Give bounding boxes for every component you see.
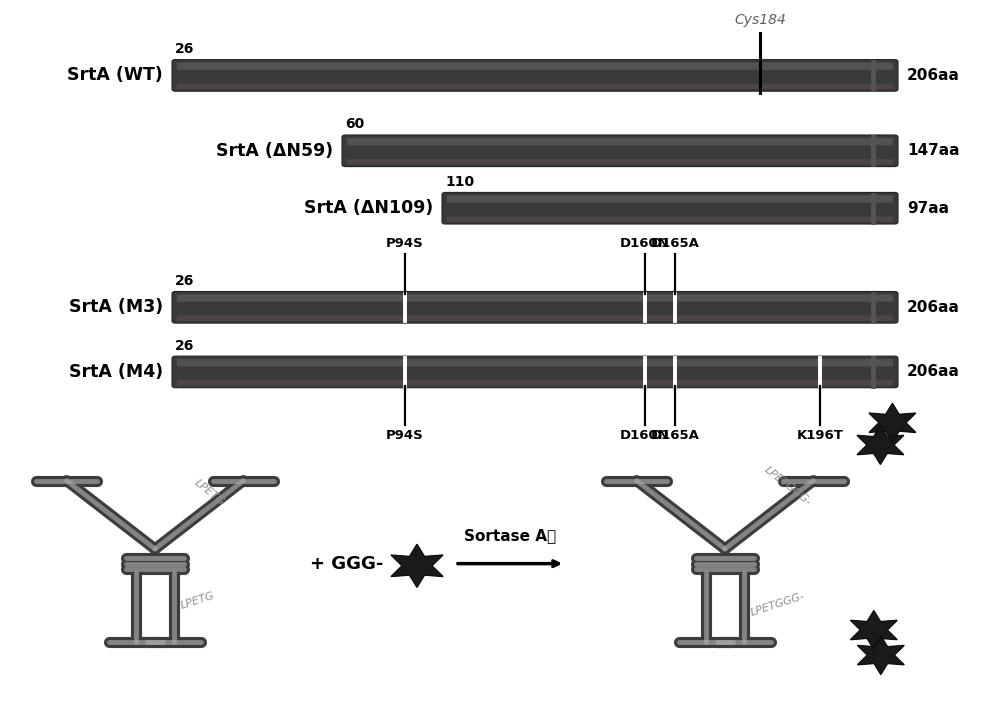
- FancyBboxPatch shape: [177, 380, 893, 386]
- Polygon shape: [857, 635, 904, 674]
- FancyBboxPatch shape: [177, 62, 893, 70]
- FancyBboxPatch shape: [172, 356, 898, 388]
- FancyBboxPatch shape: [172, 60, 898, 91]
- Polygon shape: [850, 610, 897, 649]
- Text: LPETG: LPETG: [179, 590, 216, 611]
- Text: D165A: D165A: [651, 429, 699, 442]
- Text: D160N: D160N: [620, 237, 670, 250]
- Text: SrtA (ΔN109): SrtA (ΔN109): [304, 199, 433, 218]
- Text: 110: 110: [445, 175, 474, 189]
- Text: + GGG-: + GGG-: [310, 554, 383, 573]
- Text: SrtA (ΔN59): SrtA (ΔN59): [216, 141, 333, 160]
- FancyBboxPatch shape: [347, 159, 893, 164]
- Text: 206aa: 206aa: [907, 365, 960, 379]
- Text: SrtA (M4): SrtA (M4): [69, 363, 163, 381]
- Polygon shape: [391, 544, 443, 587]
- Text: D165A: D165A: [651, 237, 699, 250]
- Text: 147aa: 147aa: [907, 144, 960, 158]
- Text: 97aa: 97aa: [907, 201, 949, 215]
- FancyBboxPatch shape: [177, 315, 893, 321]
- Text: 26: 26: [175, 42, 194, 56]
- Text: LPETGGG-: LPETGGG-: [749, 590, 806, 617]
- Polygon shape: [857, 426, 904, 465]
- FancyBboxPatch shape: [177, 294, 893, 302]
- Text: D160N: D160N: [620, 429, 670, 442]
- FancyBboxPatch shape: [342, 135, 898, 167]
- Text: 206aa: 206aa: [907, 68, 960, 83]
- Text: P94S: P94S: [386, 237, 424, 250]
- Text: 206aa: 206aa: [907, 300, 960, 314]
- FancyBboxPatch shape: [442, 192, 898, 224]
- Text: P94S: P94S: [386, 429, 424, 442]
- Text: SrtA (M3): SrtA (M3): [69, 298, 163, 317]
- Text: SrtA (WT): SrtA (WT): [67, 66, 163, 85]
- FancyBboxPatch shape: [347, 138, 893, 145]
- FancyBboxPatch shape: [447, 216, 893, 222]
- Text: Sortase A鉦: Sortase A鉦: [464, 528, 556, 544]
- Text: Cys184: Cys184: [734, 14, 786, 27]
- Text: 26: 26: [175, 339, 194, 353]
- FancyBboxPatch shape: [177, 359, 893, 366]
- Text: K196T: K196T: [797, 429, 843, 442]
- FancyBboxPatch shape: [177, 83, 893, 89]
- Polygon shape: [869, 404, 916, 442]
- Text: LPETGGG-: LPETGGG-: [762, 465, 813, 508]
- Text: LPETG: LPETG: [192, 477, 226, 508]
- Text: 26: 26: [175, 274, 194, 288]
- Text: 60: 60: [345, 118, 364, 131]
- FancyBboxPatch shape: [447, 195, 893, 202]
- FancyBboxPatch shape: [172, 292, 898, 323]
